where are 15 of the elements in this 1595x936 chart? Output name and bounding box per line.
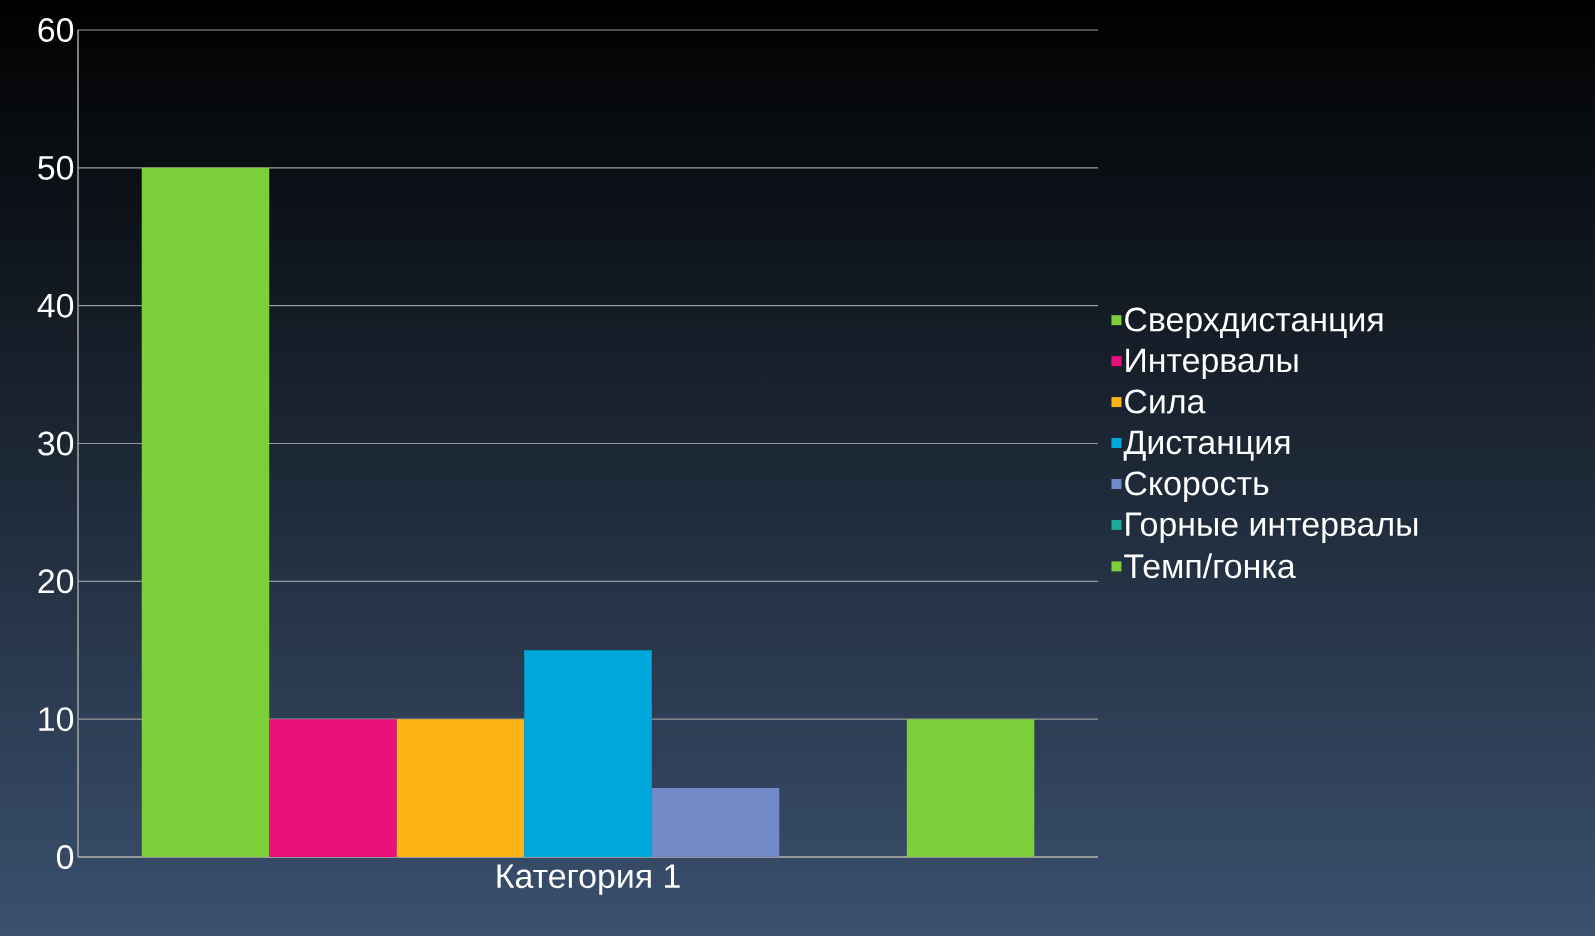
legend-label: Темп/гонка: [1124, 553, 1296, 579]
y-tick-label: 50: [38, 155, 74, 180]
y-tick-label: 20: [38, 569, 74, 594]
legend-label: Сила: [1125, 389, 1206, 414]
x-tick-label: Категория 1: [497, 864, 680, 895]
legend-label: Дистанция: [1123, 430, 1290, 461]
y-tick-label: 0: [56, 845, 74, 869]
legend-label: Скорость: [1125, 471, 1269, 503]
y-tick-label: 10: [39, 707, 74, 732]
legend-label: Сверхдистанция: [1125, 307, 1383, 339]
legend-label: Горные интервалы: [1126, 512, 1418, 543]
legend-label: Интервалы: [1126, 348, 1298, 380]
y-tick-label: 40: [37, 293, 74, 318]
y-tick-label: 30: [38, 431, 74, 456]
y-tick-label: 60: [38, 17, 74, 42]
